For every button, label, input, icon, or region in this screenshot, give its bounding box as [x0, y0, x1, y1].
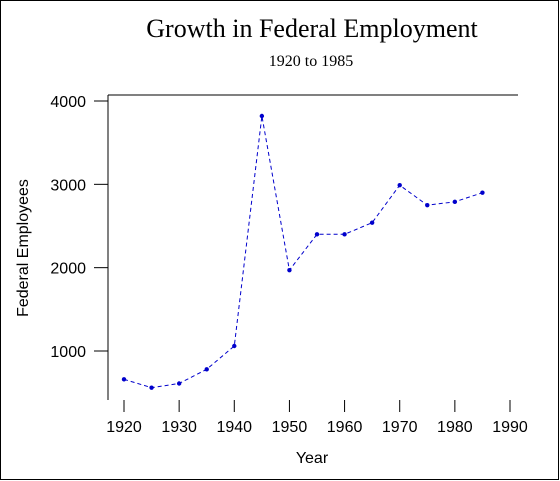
- y-axis-label: Federal Employees: [15, 179, 32, 317]
- y-tick-label: 4000: [50, 94, 86, 111]
- x-tick-label: 1920: [106, 419, 142, 436]
- x-tick-label: 1950: [272, 419, 308, 436]
- x-tick-label: 1990: [492, 419, 528, 436]
- data-point: [452, 199, 458, 205]
- data-point: [425, 202, 430, 208]
- data-point: [287, 267, 292, 273]
- data-point: [397, 182, 402, 188]
- data-point: [342, 232, 347, 237]
- data-point: [259, 113, 265, 119]
- x-tick-label: 1980: [437, 419, 473, 436]
- x-tick-label: 1960: [327, 419, 363, 436]
- data-point: [480, 190, 485, 195]
- y-tick-label: 3000: [50, 177, 86, 194]
- axes: 1000 2000 3000 4000 1920 1930 1940 1950 1960 1970…: [50, 94, 527, 436]
- y-tick-label: 2000: [50, 261, 86, 278]
- x-tick-label: 1970: [382, 419, 418, 436]
- x-axis-label: Year: [296, 450, 329, 467]
- data-point: [121, 377, 127, 382]
- x-tick-label: 1930: [161, 419, 197, 436]
- chart-subtitle: 1920 to 1985: [269, 53, 353, 70]
- data-point: [232, 343, 237, 349]
- x-tick-label: 1940: [216, 419, 252, 436]
- data-point: [204, 367, 209, 372]
- plot-area: [121, 113, 485, 390]
- data-point: [149, 385, 154, 390]
- y-tick-label: 1000: [50, 344, 86, 361]
- data-point: [314, 232, 320, 237]
- data-point: [369, 220, 375, 225]
- data-point: [176, 381, 182, 386]
- series-line: [123, 115, 483, 389]
- chart-title: Growth in Federal Employment: [146, 14, 478, 43]
